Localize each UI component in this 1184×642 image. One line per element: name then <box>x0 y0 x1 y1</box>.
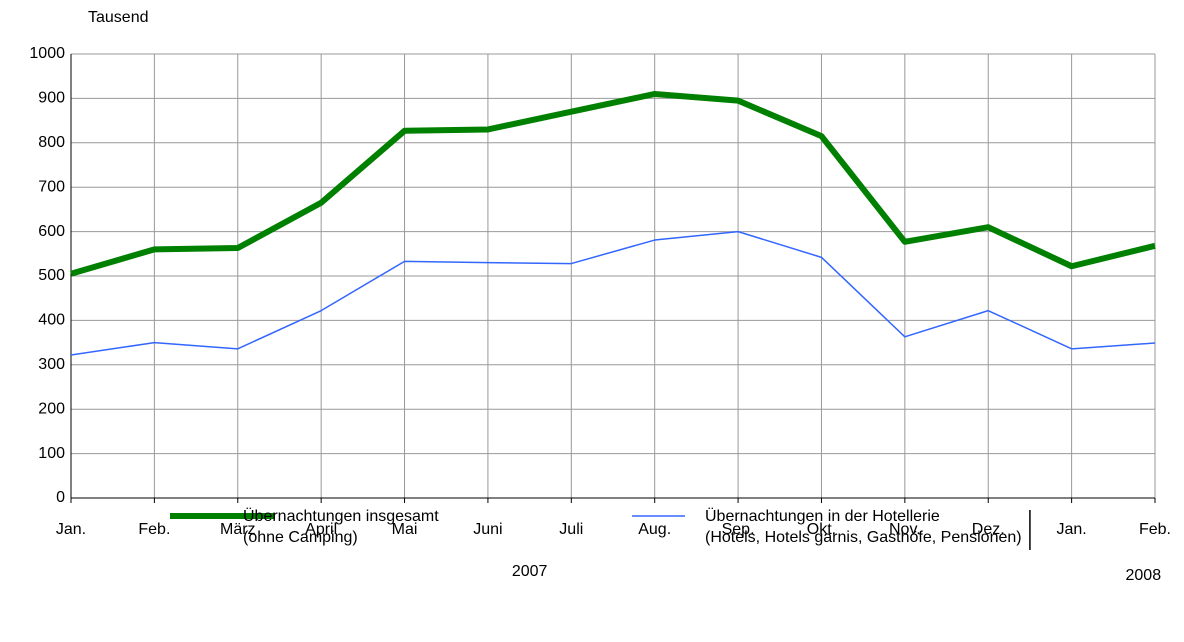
x-tick-label: Aug. <box>638 521 671 538</box>
x-tick-label: Juni <box>473 521 502 538</box>
year-label: 2007 <box>512 563 548 580</box>
y-tick-label: 400 <box>38 312 65 329</box>
y-tick-label: 300 <box>38 356 65 373</box>
x-tick-label: Jan. <box>56 521 86 538</box>
y-tick-label: 100 <box>38 445 65 462</box>
y-tick-label: 900 <box>38 90 65 107</box>
x-tick-label: Okt. <box>807 521 836 538</box>
x-tick-label: Juli <box>559 521 583 538</box>
y-tick-label: 600 <box>38 223 65 240</box>
legend-label: Übernachtungen insgesamt (ohne Camping) <box>243 508 439 546</box>
y-tick-label: 800 <box>38 134 65 151</box>
series-line <box>70 90 1156 277</box>
x-tick-label: April <box>305 521 337 538</box>
y-tick-label: 1000 <box>29 45 65 62</box>
y-axis-label: Tausend <box>88 9 149 26</box>
x-tick-label: Feb. <box>138 521 170 538</box>
y-tick-label: 200 <box>38 400 65 417</box>
x-tick-label: Dez. <box>972 521 1005 538</box>
x-tick-label: Jan. <box>1056 521 1086 538</box>
y-tick-label: 0 <box>56 489 65 506</box>
y-tick-label: 700 <box>38 178 65 195</box>
series-line <box>70 230 1156 356</box>
year-label: 2008 <box>1126 567 1162 584</box>
x-tick-label: März <box>220 521 256 538</box>
legend-label: Übernachtungen in der Hotellerie (Hotels… <box>705 508 1022 546</box>
x-tick-label: Mai <box>392 521 418 538</box>
x-tick-label: Feb. <box>1139 521 1171 538</box>
y-tick-label: 500 <box>38 267 65 284</box>
x-tick-label: Sep. <box>722 521 755 538</box>
x-tick-label: Nov. <box>889 521 921 538</box>
